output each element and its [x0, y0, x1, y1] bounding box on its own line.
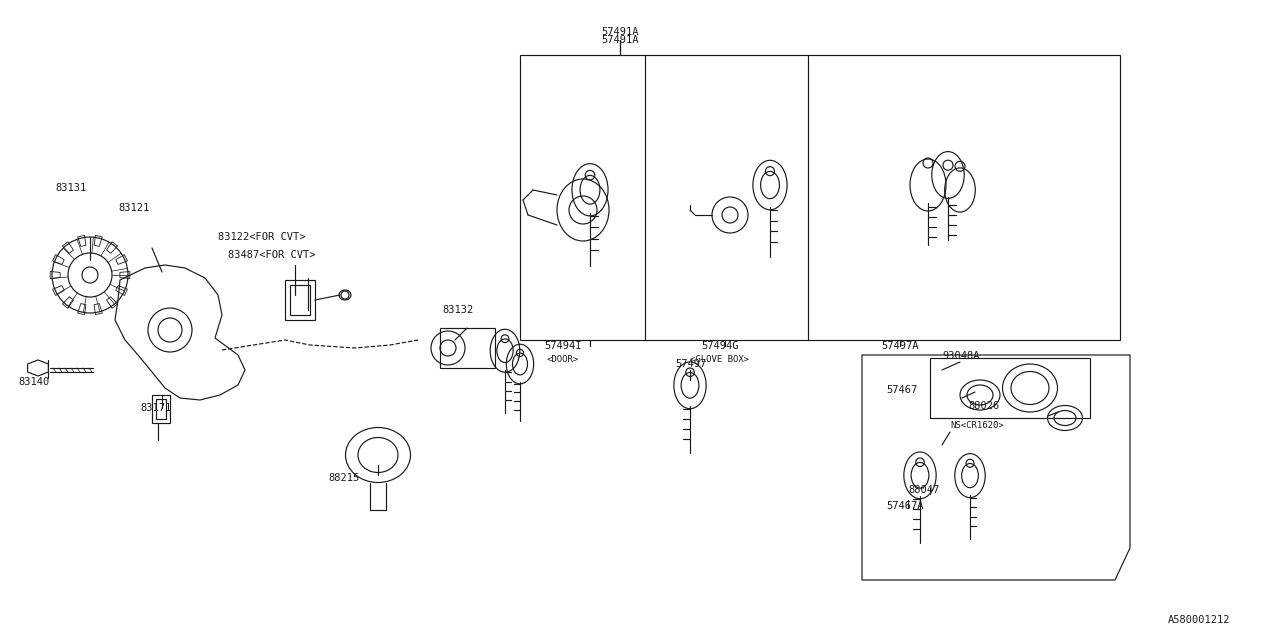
Text: 83171: 83171 [140, 403, 172, 413]
Text: <DOOR>: <DOOR> [547, 355, 579, 365]
Bar [291, 285, 310, 315]
Text: 57467: 57467 [886, 385, 918, 395]
Text: 88026: 88026 [968, 401, 1000, 411]
Text: A580001212: A580001212 [1167, 615, 1230, 625]
Text: 83132: 83132 [442, 305, 474, 315]
Text: 93048A: 93048A [942, 351, 979, 361]
Bar [440, 328, 495, 368]
Text: 57497: 57497 [675, 359, 707, 369]
Text: 88047: 88047 [908, 485, 940, 495]
Text: 83131: 83131 [55, 183, 86, 193]
Text: 57494I: 57494I [544, 341, 581, 351]
Text: 83140: 83140 [18, 377, 49, 387]
Text: 83487<FOR CVT>: 83487<FOR CVT> [228, 250, 315, 260]
Text: 83122<FOR CVT>: 83122<FOR CVT> [218, 232, 306, 242]
Bar [152, 395, 170, 423]
Text: 57491A: 57491A [602, 35, 639, 45]
Text: 57497A: 57497A [881, 341, 919, 351]
Text: 57494G: 57494G [701, 341, 739, 351]
Bar [285, 280, 315, 320]
Text: 57491A: 57491A [602, 27, 639, 37]
Text: NS<CR1620>: NS<CR1620> [950, 422, 1004, 431]
Bar [520, 55, 1120, 340]
Text: 88215: 88215 [328, 473, 360, 483]
Text: <GLOVE BOX>: <GLOVE BOX> [690, 355, 750, 365]
Bar [931, 358, 1091, 418]
Bar [156, 399, 166, 419]
Text: 83121: 83121 [118, 203, 150, 213]
Text: 57467A: 57467A [886, 501, 923, 511]
